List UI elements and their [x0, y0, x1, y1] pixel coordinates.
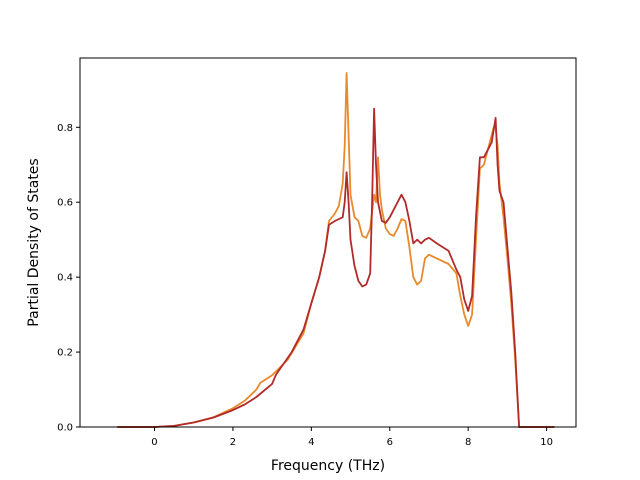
x-tick-label: 4: [308, 437, 314, 448]
y-tick-label: 0.0: [57, 423, 73, 434]
x-tick-label: 10: [540, 437, 553, 448]
plot-frame: [79, 57, 577, 428]
x-tick-label: 6: [387, 437, 393, 448]
x-tick-label: 8: [465, 437, 471, 448]
x-axis-ticks: 0 2 4 6 8 10: [151, 427, 553, 448]
y-tick-label: 0.6: [57, 198, 73, 209]
y-tick-label: 0.4: [57, 273, 73, 284]
series-line-2: [117, 107, 555, 428]
x-tick-label: 0: [151, 437, 157, 448]
y-axis-ticks: 0.0 0.2 0.4 0.6 0.8: [57, 123, 80, 434]
y-tick-label: 0.2: [57, 348, 73, 359]
x-axis-label: Frequency (THz): [271, 458, 385, 474]
y-tick-label: 0.8: [57, 123, 73, 134]
y-axis-label: Partial Density of States: [26, 158, 42, 326]
x-tick-label: 2: [230, 437, 236, 448]
plot-lines: [117, 72, 555, 428]
